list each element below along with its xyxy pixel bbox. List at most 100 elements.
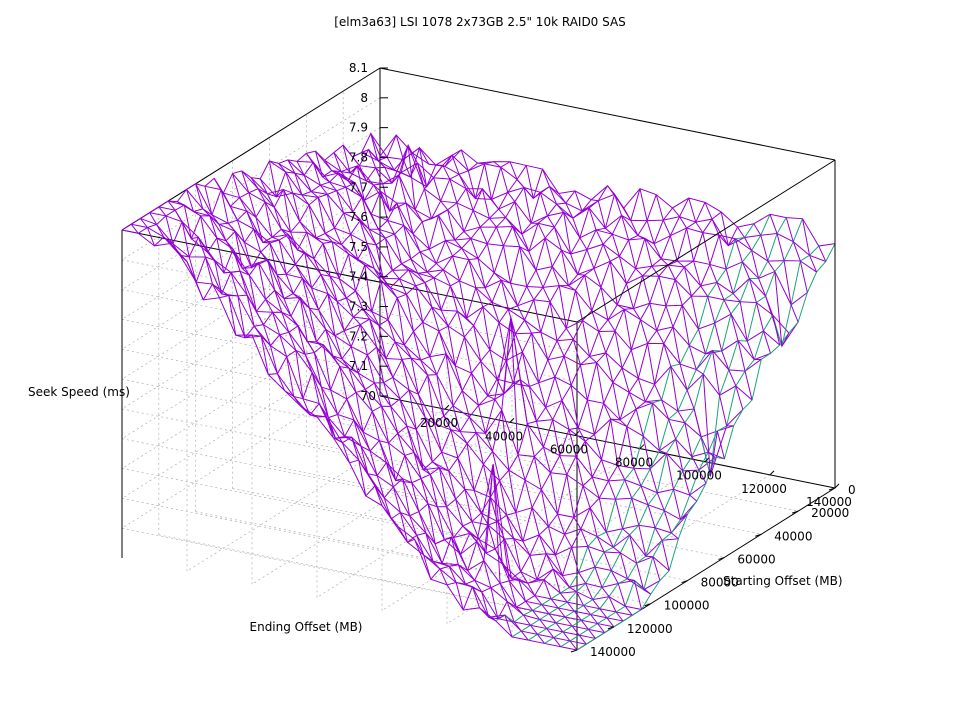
mesh-diag bbox=[265, 299, 274, 313]
mesh-diag bbox=[649, 468, 658, 493]
mesh-diag bbox=[629, 534, 638, 564]
mesh-diag bbox=[411, 482, 420, 512]
mesh-diag bbox=[468, 259, 477, 288]
mesh-diag bbox=[193, 211, 201, 217]
mesh-diag bbox=[318, 403, 327, 417]
mesh-diag bbox=[276, 274, 285, 299]
mesh-diag bbox=[537, 223, 546, 239]
mesh-diag bbox=[405, 202, 414, 234]
mesh-diag bbox=[702, 232, 711, 265]
mesh-diag bbox=[392, 486, 401, 513]
mesh-diag bbox=[358, 459, 367, 496]
mesh-diag bbox=[167, 200, 176, 211]
mesh-diag bbox=[460, 554, 469, 571]
mesh-diag bbox=[769, 214, 778, 234]
mesh-diag bbox=[677, 260, 685, 268]
mesh-diag bbox=[671, 532, 679, 540]
mesh-diag bbox=[638, 525, 647, 557]
mesh-diag bbox=[172, 243, 181, 256]
mesh-diag bbox=[637, 378, 646, 402]
mesh-diag bbox=[709, 264, 718, 283]
mesh-diag bbox=[550, 472, 559, 515]
mesh-diag bbox=[591, 310, 600, 332]
mesh-diag bbox=[377, 228, 386, 239]
mesh-diag bbox=[611, 234, 620, 257]
mesh-diag bbox=[333, 152, 342, 172]
mesh-diag bbox=[426, 271, 435, 279]
mesh-diag bbox=[267, 259, 276, 291]
mesh-diag bbox=[552, 568, 561, 594]
mesh-diag bbox=[514, 333, 523, 353]
mesh-diag bbox=[575, 290, 584, 321]
mesh-diag bbox=[652, 556, 661, 581]
mesh-diag bbox=[355, 392, 364, 433]
mesh-diag bbox=[367, 473, 376, 487]
mesh-diag bbox=[700, 285, 709, 297]
mesh-diag bbox=[329, 276, 338, 302]
z-grid-left-9 bbox=[121, 127, 381, 290]
mesh-diag bbox=[416, 535, 425, 556]
mesh-diag bbox=[390, 406, 399, 434]
mesh-diag bbox=[262, 324, 271, 346]
mesh-diag bbox=[358, 165, 367, 182]
mesh-diag bbox=[621, 215, 630, 241]
mesh-diag bbox=[686, 389, 695, 410]
mesh-diag bbox=[239, 197, 248, 212]
mesh-diag bbox=[420, 478, 429, 504]
mesh-diag bbox=[327, 417, 336, 439]
mesh-diag bbox=[253, 228, 262, 253]
y-tick-label: 100000 bbox=[664, 599, 710, 613]
mesh-diag bbox=[663, 343, 672, 367]
mesh-diag bbox=[490, 587, 499, 619]
mesh-diag bbox=[398, 174, 407, 204]
mesh-diag bbox=[579, 237, 588, 250]
mesh-diag bbox=[481, 591, 490, 618]
mesh-diag bbox=[384, 238, 393, 271]
mesh-diag bbox=[512, 226, 521, 247]
mesh-diag bbox=[608, 596, 617, 613]
mesh-diag bbox=[719, 395, 728, 427]
mesh-diag bbox=[463, 336, 472, 374]
mesh-diag bbox=[654, 527, 663, 541]
mesh-diag bbox=[578, 634, 587, 645]
mesh-diag bbox=[465, 583, 473, 588]
mesh-diag bbox=[337, 414, 346, 437]
x-floor-grid-2 bbox=[316, 435, 576, 598]
mesh-diag bbox=[586, 249, 595, 269]
mesh-diag bbox=[336, 301, 345, 331]
mesh-diag bbox=[403, 344, 412, 359]
mesh-diag bbox=[570, 385, 579, 428]
y-tick-label: 60000 bbox=[737, 552, 775, 566]
mesh-diag bbox=[493, 272, 502, 281]
mesh-diag bbox=[441, 452, 450, 472]
mesh-diag bbox=[380, 191, 389, 221]
mesh-diag bbox=[315, 237, 324, 244]
mesh-diag bbox=[450, 429, 459, 459]
mesh-diag bbox=[338, 172, 347, 188]
mesh-diag bbox=[273, 207, 282, 230]
mesh-diag bbox=[431, 307, 440, 332]
mesh-diag bbox=[424, 282, 433, 308]
mesh-diag bbox=[478, 539, 487, 554]
mesh-diag bbox=[211, 214, 220, 225]
mesh-diag bbox=[264, 201, 273, 238]
mesh-diag bbox=[617, 465, 626, 480]
mesh-diag bbox=[373, 184, 381, 192]
mesh-diag bbox=[399, 512, 408, 543]
mesh-diag bbox=[587, 629, 596, 639]
mesh-diag bbox=[667, 264, 676, 280]
mesh-diag bbox=[413, 452, 422, 479]
mesh-diag bbox=[436, 374, 445, 417]
mesh-diag bbox=[467, 170, 476, 199]
mesh-diag bbox=[503, 317, 512, 394]
mesh-diag bbox=[635, 268, 644, 277]
mesh-diag bbox=[287, 159, 296, 174]
mesh-diag bbox=[619, 419, 628, 427]
z-grid-right-10 bbox=[121, 259, 578, 353]
mesh-diag bbox=[292, 193, 301, 222]
mesh-diag bbox=[260, 251, 269, 261]
mesh-diag bbox=[644, 238, 653, 267]
mesh-diag bbox=[352, 316, 361, 325]
mesh-diag bbox=[244, 334, 253, 339]
mesh-diag bbox=[563, 356, 572, 386]
